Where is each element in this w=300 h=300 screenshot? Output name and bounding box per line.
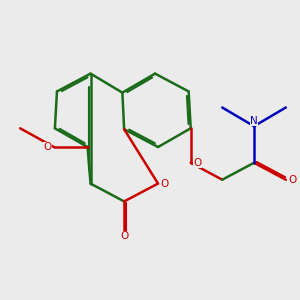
Text: O: O xyxy=(43,142,52,152)
Text: O: O xyxy=(288,175,296,185)
Text: O: O xyxy=(120,232,128,242)
Text: N: N xyxy=(250,116,258,126)
Text: O: O xyxy=(193,158,201,168)
Text: O: O xyxy=(160,178,169,189)
